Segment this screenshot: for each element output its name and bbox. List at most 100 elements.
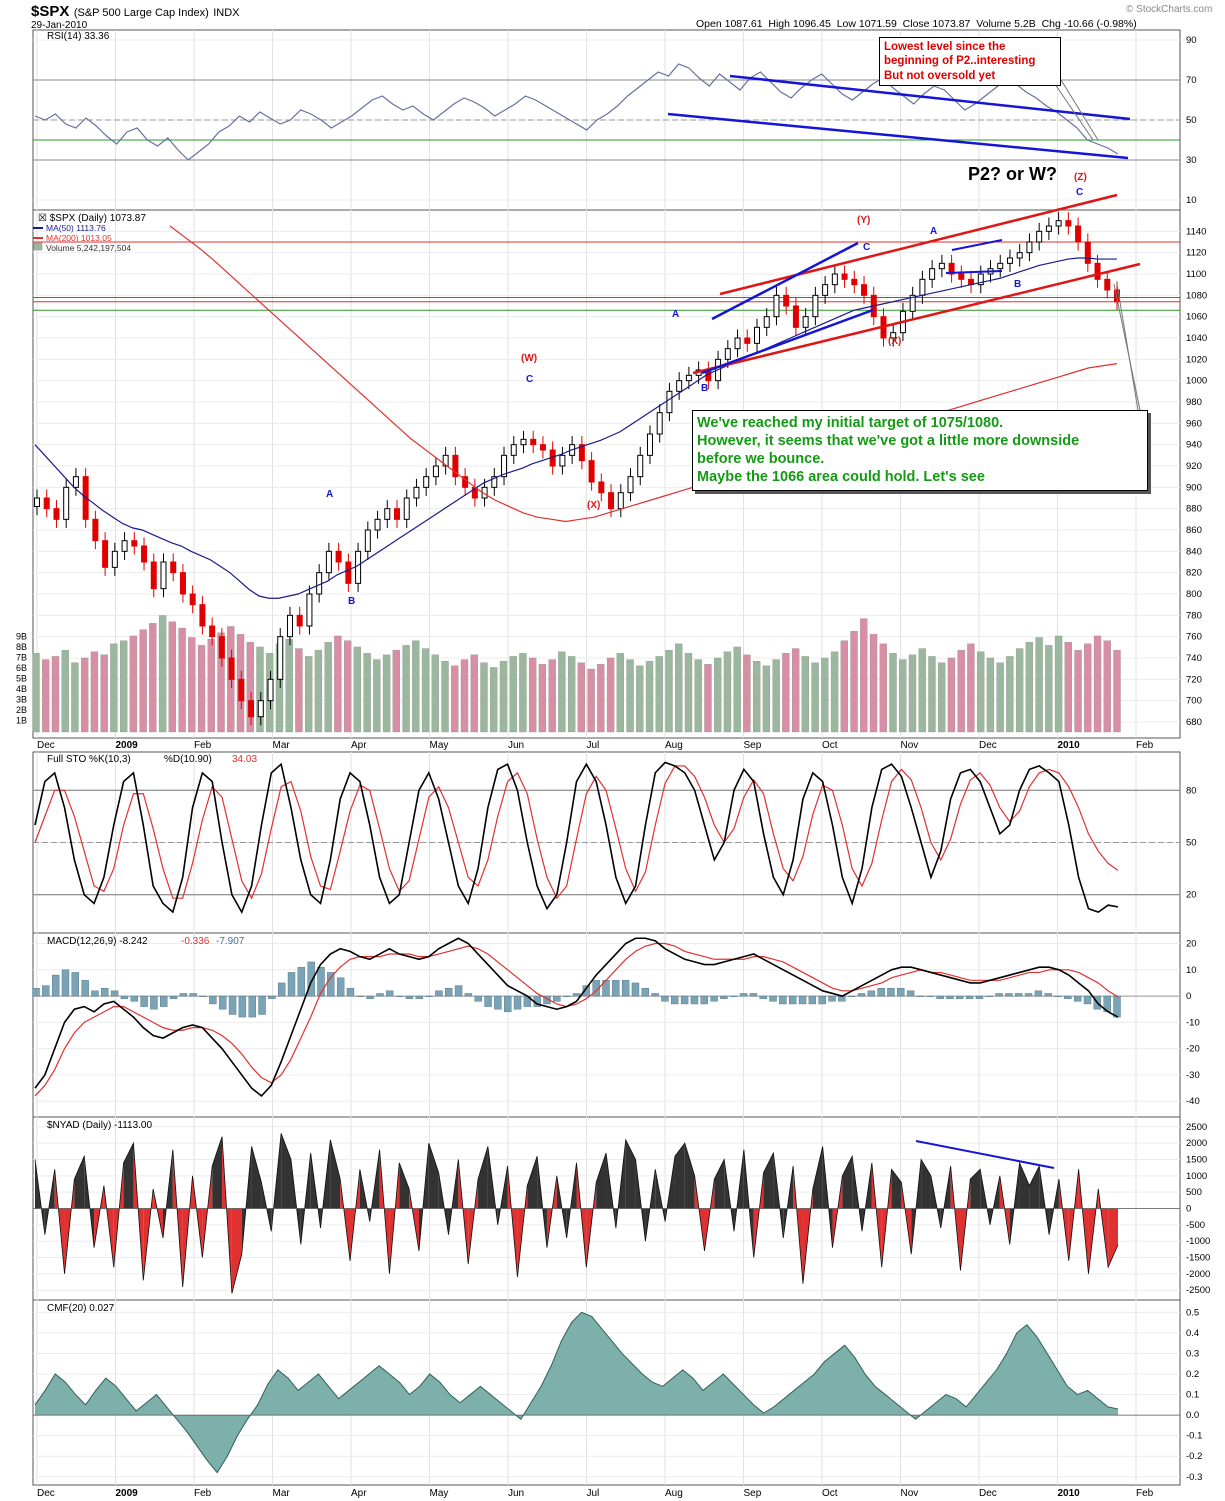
price-tick-label: 1100 bbox=[1186, 269, 1206, 280]
volume-bar bbox=[431, 654, 439, 733]
volume-bar bbox=[1015, 648, 1024, 733]
macd-histogram-bar bbox=[307, 961, 315, 997]
nyad-area-segment bbox=[497, 1166, 508, 1225]
macd-histogram-bar bbox=[710, 995, 718, 1002]
volume-bar bbox=[850, 631, 858, 733]
nyad-label: $NYAD (Daily) -1113.00 bbox=[47, 1120, 152, 1131]
price-tick-label: 720 bbox=[1186, 674, 1202, 685]
month-label-bottom: Aug bbox=[665, 1488, 683, 1499]
month-label-bottom: Sep bbox=[744, 1488, 762, 1499]
candle-body bbox=[413, 486, 420, 499]
nyad-area-segment bbox=[921, 1159, 931, 1209]
candle-body bbox=[977, 273, 984, 286]
rsi-note-line: beginning of P2..interesting bbox=[884, 55, 1036, 68]
cmf-tick-label: -0.3 bbox=[1186, 1472, 1202, 1483]
legend-entry: Volume 5,242,197,504 bbox=[46, 243, 131, 253]
month-label-top: May bbox=[430, 740, 449, 751]
nyad-area-segment bbox=[684, 1143, 695, 1209]
candle-body bbox=[63, 486, 70, 520]
legend-entry: MA(200) 1013.05 bbox=[46, 233, 112, 243]
volume-bar bbox=[197, 645, 206, 733]
candle-body bbox=[617, 492, 624, 510]
target-note-line: before we bounce. bbox=[697, 451, 825, 468]
macd-histogram-bar bbox=[621, 980, 630, 997]
cmf-tick-label: -0.2 bbox=[1186, 1451, 1202, 1462]
volume-bar bbox=[61, 649, 69, 733]
rsi-note-line: But not oversold yet bbox=[884, 69, 996, 82]
macd-histogram-bar bbox=[897, 988, 905, 997]
volume-bar bbox=[119, 640, 128, 733]
macd-histogram-bar bbox=[405, 995, 414, 999]
wave-label: C bbox=[526, 374, 533, 385]
macd-histogram-bar bbox=[769, 995, 777, 1002]
macd-histogram-bar bbox=[454, 985, 463, 997]
nyad-tick-label: -500 bbox=[1186, 1220, 1205, 1231]
nyad-area-segment bbox=[625, 1139, 636, 1209]
month-label-bottom: Mar bbox=[273, 1488, 291, 1499]
macd-histogram-bar bbox=[641, 988, 649, 997]
brand-logo: © StockCharts.com bbox=[1126, 4, 1213, 15]
macd-histogram-bar bbox=[956, 995, 964, 999]
candle-body bbox=[588, 460, 595, 483]
volume-bar bbox=[791, 648, 800, 733]
volume-bar bbox=[714, 657, 722, 733]
volume-bar bbox=[129, 635, 138, 733]
candle-body bbox=[578, 444, 585, 462]
volume-bar bbox=[548, 659, 556, 733]
macd-histogram-bar bbox=[494, 995, 502, 1010]
macd-histogram-bar bbox=[798, 995, 807, 1005]
candle-body bbox=[812, 294, 819, 318]
volume-bar bbox=[928, 656, 936, 733]
month-label-bottom: Apr bbox=[351, 1488, 367, 1499]
price-label: ☒ $SPX (Daily) 1073.87 bbox=[38, 213, 146, 224]
rsi-line bbox=[34, 63, 1119, 161]
volume-bar bbox=[90, 651, 99, 733]
month-label-bottom: Oct bbox=[822, 1488, 838, 1499]
wave-label: C bbox=[1076, 187, 1083, 198]
nyad-tick-label: 0 bbox=[1186, 1204, 1191, 1215]
candle-body bbox=[724, 348, 731, 360]
nyad-area-segment bbox=[763, 1152, 774, 1209]
candle-body bbox=[160, 561, 167, 590]
wave-label: (X) bbox=[888, 336, 901, 347]
month-label-bottom: Dec bbox=[979, 1488, 997, 1499]
candle-body bbox=[92, 518, 99, 542]
candle-body bbox=[218, 636, 225, 659]
candle-body bbox=[773, 294, 780, 318]
macd-histogram-bar bbox=[985, 995, 993, 997]
month-label-top: Feb bbox=[1136, 740, 1154, 751]
price-tick-label: 1060 bbox=[1186, 312, 1207, 323]
rsi-tick-label: 50 bbox=[1186, 115, 1197, 126]
candle-body bbox=[763, 316, 770, 328]
volume-bar bbox=[1064, 642, 1072, 733]
candle-body bbox=[958, 273, 965, 280]
nyad-area-segment bbox=[399, 1162, 410, 1209]
volume-bar bbox=[373, 659, 381, 733]
volume-bar bbox=[158, 615, 167, 733]
rsi-label: RSI(14) 33.36 bbox=[47, 31, 110, 42]
triangle-lower-blue bbox=[945, 270, 1003, 274]
candle-body bbox=[627, 476, 634, 494]
target-annotation-box: We've reached my initial target of 1075/… bbox=[692, 410, 1148, 491]
nyad-area-segment bbox=[74, 1156, 85, 1209]
month-label-top: Jun bbox=[508, 740, 524, 751]
candle-body bbox=[286, 614, 293, 638]
volume-bar bbox=[285, 638, 293, 733]
macd-histogram-bar bbox=[671, 995, 679, 1005]
nyad-area-segment bbox=[635, 1159, 646, 1242]
wave-label: C bbox=[863, 242, 870, 253]
volume-tick-label: 6B bbox=[16, 663, 27, 673]
candle-body bbox=[248, 700, 255, 718]
target-note-line: Maybe the 1066 area could hold. Let's se… bbox=[697, 469, 985, 486]
macd-histogram-bar bbox=[504, 995, 512, 1013]
nyad-tick-label: 2500 bbox=[1186, 1122, 1207, 1133]
volume-bar bbox=[957, 649, 965, 733]
macd-histogram-bar bbox=[484, 995, 492, 1007]
macd-histogram-bar bbox=[179, 993, 188, 997]
price-tick-label: 900 bbox=[1186, 482, 1202, 493]
macd-tick-label: -20 bbox=[1186, 1044, 1200, 1055]
candle-body bbox=[598, 481, 605, 494]
volume-bar bbox=[441, 660, 449, 733]
macd-histogram-bar bbox=[317, 966, 325, 997]
price-tick-label: 800 bbox=[1186, 589, 1202, 600]
